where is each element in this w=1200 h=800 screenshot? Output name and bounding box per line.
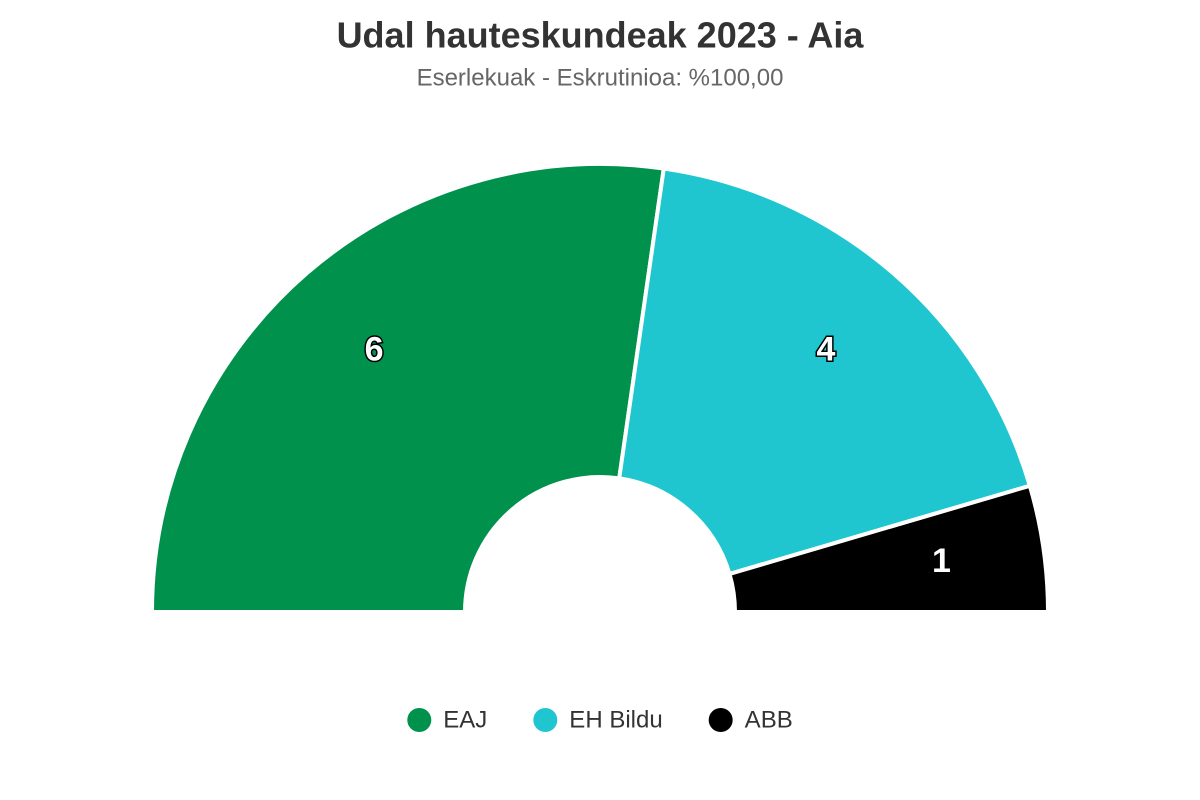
legend-marker: [708, 708, 733, 732]
legend: EAJ EH Bildu ABB: [407, 706, 793, 733]
legend-label: EAJ: [443, 706, 487, 733]
chart-title: Udal hauteskundeak 2023 - Aia: [337, 15, 865, 56]
legend-marker: [533, 708, 558, 732]
chart-subtitle: Eserlekuak - Eskrutinioa: %100,00: [417, 64, 784, 91]
data-label: 1: [932, 542, 951, 580]
data-label: 6: [365, 330, 384, 368]
legend-label: ABB: [745, 706, 793, 733]
data-label: 4: [816, 330, 835, 368]
legend-marker: [407, 708, 432, 732]
legend-label: EH Bildu: [569, 706, 662, 733]
slice: [727, 483, 1050, 614]
slice: [150, 162, 666, 614]
slice: [617, 166, 1032, 576]
